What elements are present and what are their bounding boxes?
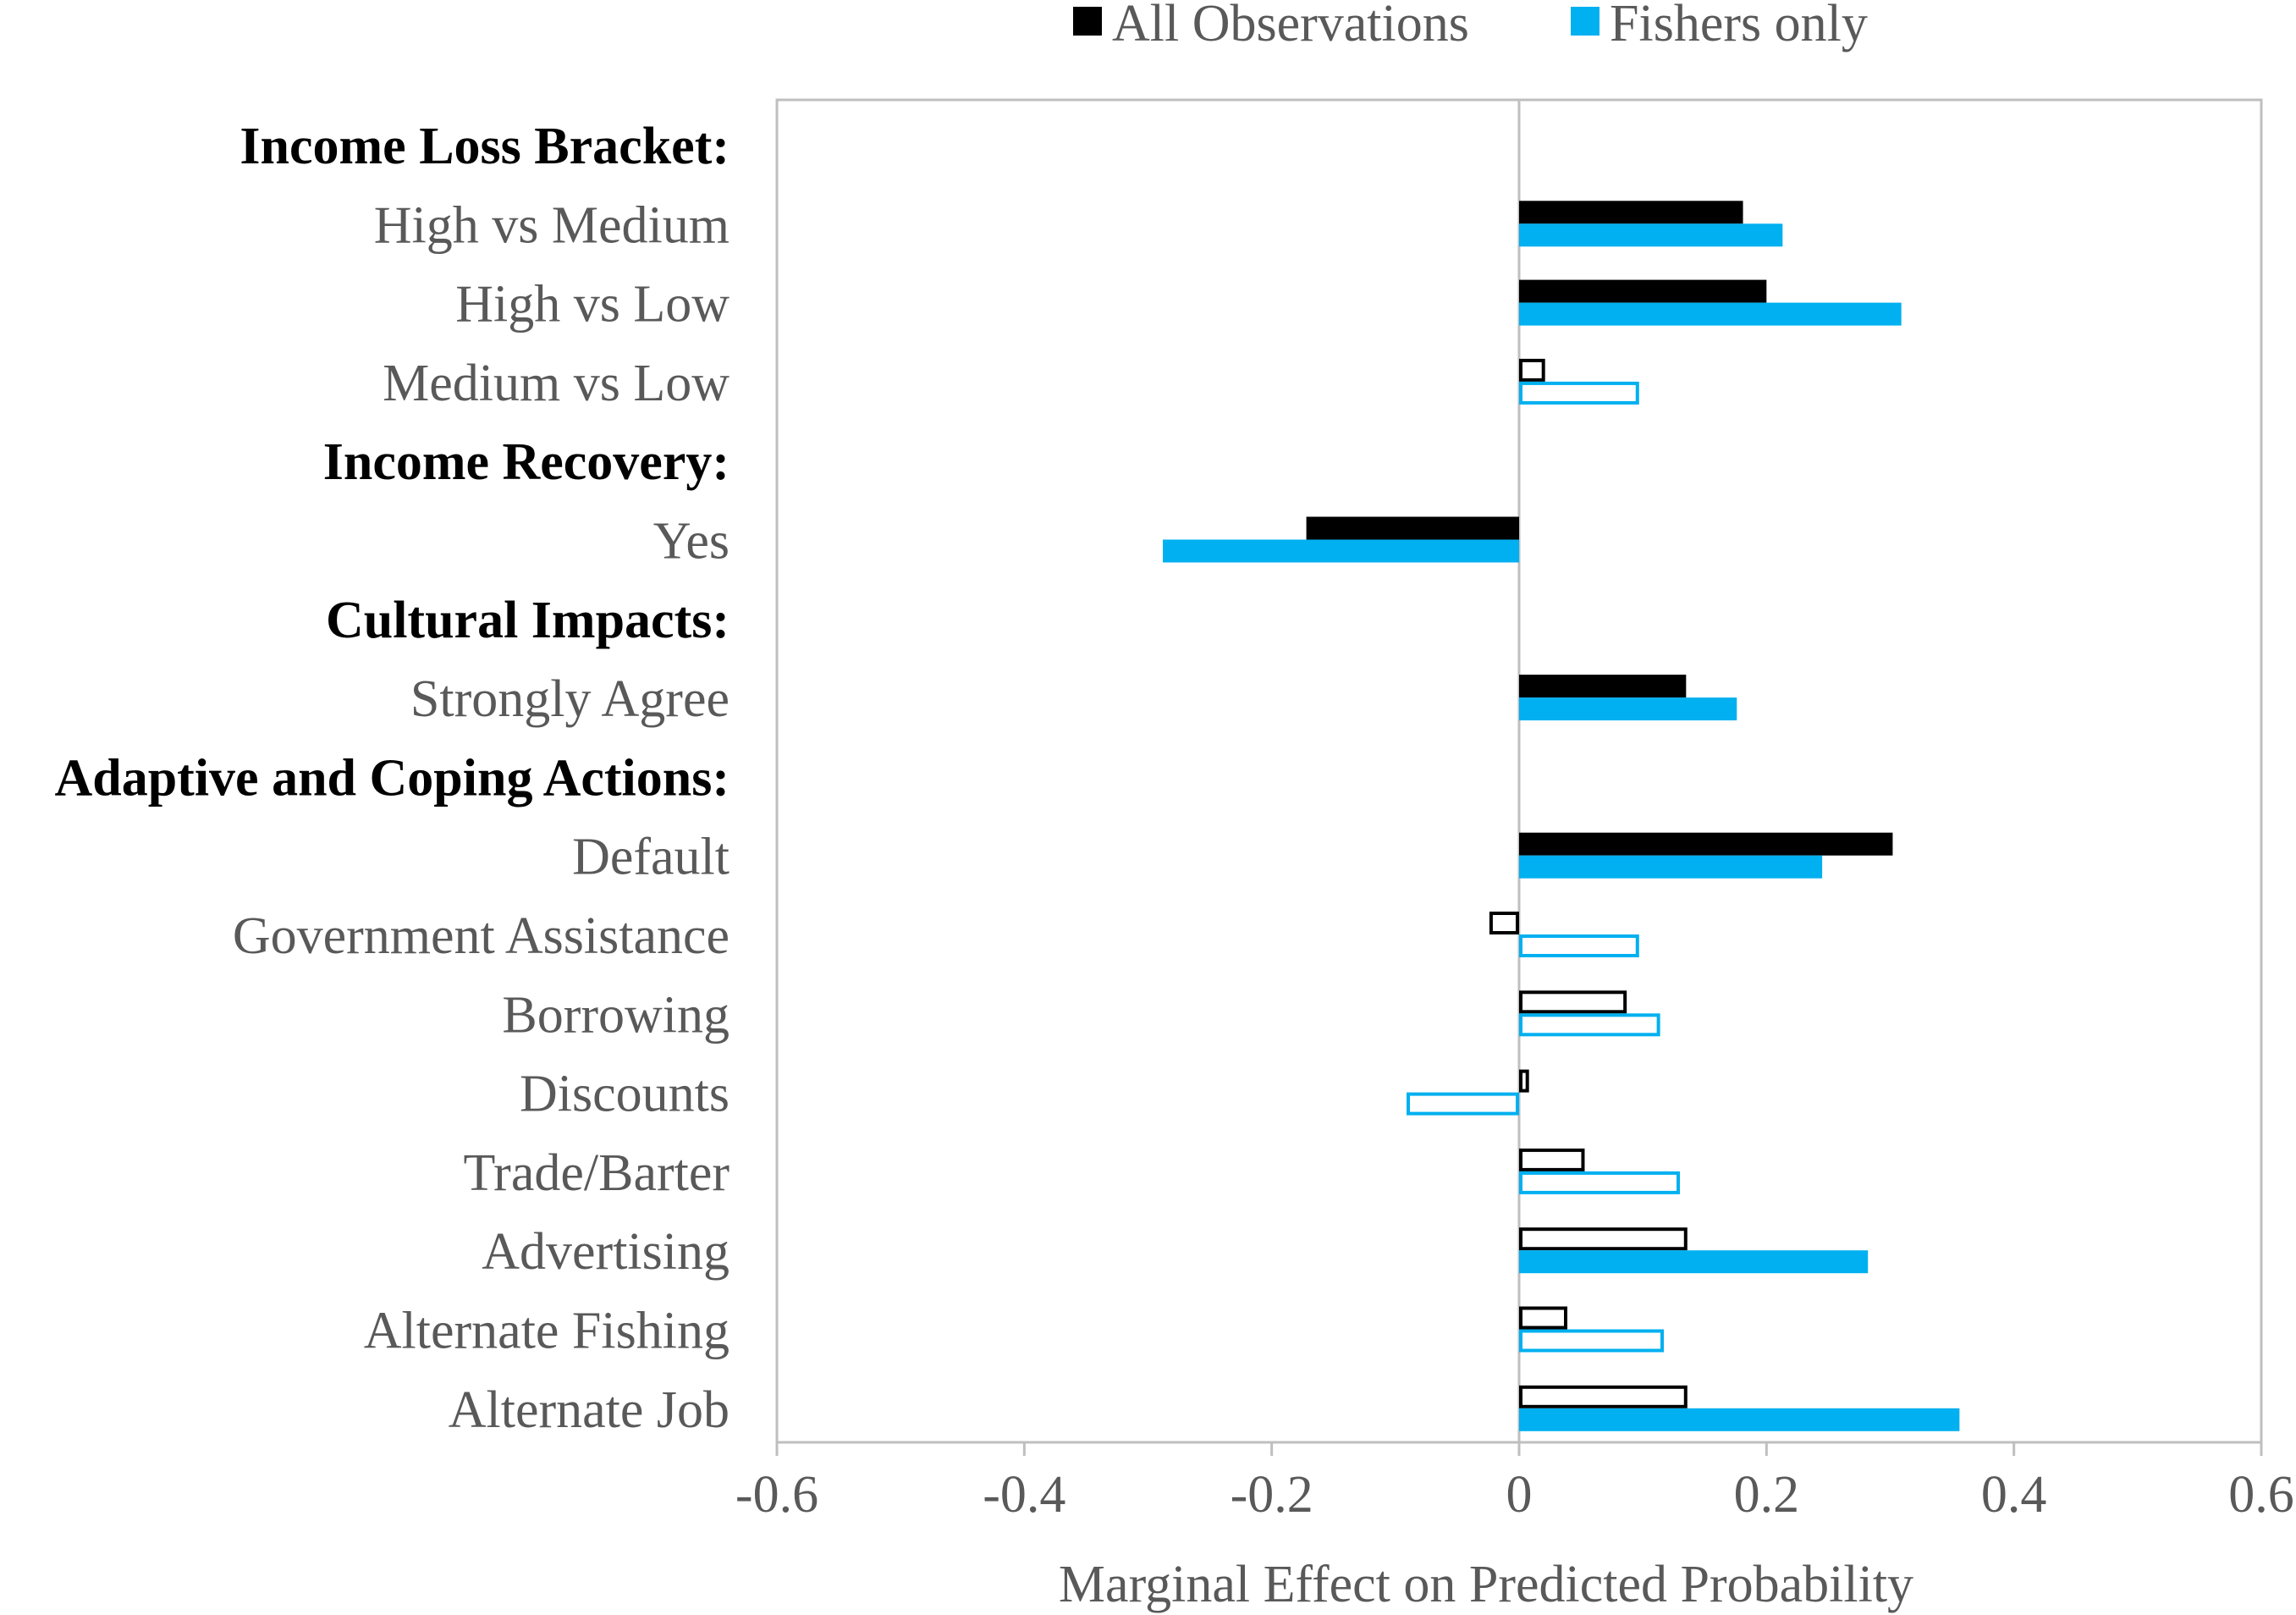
bar-all-high-vs-low bbox=[1519, 279, 1767, 303]
bar-all-borrowing bbox=[1519, 990, 1627, 1014]
category-label-high-vs-medium: High vs Medium bbox=[374, 196, 730, 254]
bar-fishers-high-vs-low bbox=[1519, 302, 1902, 326]
category-label-default: Default bbox=[572, 829, 730, 886]
category-label-alternate-fishing: Alternate Fishing bbox=[364, 1303, 730, 1360]
x-tick-label: -0.2 bbox=[1231, 1466, 1313, 1524]
x-tick-label: 0.4 bbox=[1981, 1466, 2047, 1524]
x-tick-label: 0.6 bbox=[2228, 1466, 2294, 1524]
bar-all-high-vs-medium bbox=[1519, 201, 1743, 224]
x-tick-label: 0.2 bbox=[1734, 1466, 1800, 1524]
category-label-advertising: Advertising bbox=[482, 1223, 730, 1281]
bar-all-alternate-job bbox=[1519, 1385, 1688, 1408]
bar-fishers-advertising bbox=[1519, 1250, 1869, 1274]
bar-fishers-default bbox=[1519, 855, 1823, 879]
category-label-yes: Yes bbox=[653, 513, 730, 570]
group-label-income-recovery: Income Recovery: bbox=[323, 433, 730, 491]
category-label-alternate-job: Alternate Job bbox=[449, 1381, 730, 1439]
bar-all-strongly-agree bbox=[1519, 675, 1687, 698]
bar-fishers-yes bbox=[1163, 539, 1519, 563]
bar-fishers-medium-vs-low bbox=[1519, 381, 1639, 405]
bars-layer bbox=[1163, 201, 1960, 1431]
bar-fishers-alternate-job bbox=[1519, 1408, 1960, 1431]
bar-fishers-discounts bbox=[1406, 1092, 1519, 1116]
x-axis-title: Marginal Effect on Predicted Probability bbox=[1059, 1556, 1913, 1613]
category-label-strongly-agree: Strongly Agree bbox=[410, 670, 730, 728]
bar-all-government-assistance bbox=[1489, 912, 1520, 934]
bar-all-discounts bbox=[1519, 1069, 1529, 1093]
bar-all-medium-vs-low bbox=[1519, 358, 1545, 382]
bar-fishers-strongly-agree bbox=[1519, 697, 1737, 721]
group-label-cultural-impacts: Cultural Impacts: bbox=[326, 592, 730, 649]
group-label-adaptive-and-coping-actions: Adaptive and Coping Actions: bbox=[54, 749, 730, 807]
bar-fishers-borrowing bbox=[1519, 1013, 1660, 1037]
bar-all-yes bbox=[1306, 516, 1519, 540]
legend-label-fishers-only: Fishers only bbox=[1610, 0, 1868, 52]
legend: All Observations Fishers only bbox=[1073, 0, 1868, 52]
category-labels: Income Loss Bracket: High vs Medium High v… bbox=[54, 118, 730, 1439]
legend-label-all-observations: All Observations bbox=[1112, 0, 1469, 52]
x-tick-label: -0.4 bbox=[983, 1466, 1065, 1524]
bar-all-advertising bbox=[1519, 1227, 1688, 1251]
category-label-government-assistance: Government Assistance bbox=[233, 907, 730, 965]
legend-swatch-all-observations bbox=[1073, 7, 1102, 36]
category-label-discounts: Discounts bbox=[520, 1066, 730, 1123]
category-label-trade-barter: Trade/Barter bbox=[463, 1144, 730, 1202]
bar-all-trade-barter bbox=[1519, 1148, 1585, 1171]
x-tick-label: 0 bbox=[1506, 1466, 1533, 1524]
group-label-income-loss-bracket: Income Loss Bracket: bbox=[240, 118, 730, 175]
bar-fishers-trade-barter bbox=[1519, 1171, 1681, 1194]
bar-fishers-high-vs-medium bbox=[1519, 223, 1783, 247]
bar-fishers-alternate-fishing bbox=[1519, 1329, 1665, 1353]
bar-all-default bbox=[1519, 832, 1893, 856]
x-axis-ticks: -0.6 -0.4 -0.2 0 0.2 0.4 0.6 bbox=[735, 1442, 2294, 1524]
category-label-high-vs-low: High vs Low bbox=[455, 276, 730, 333]
bar-fishers-government-assistance bbox=[1519, 934, 1639, 957]
bar-all-alternate-fishing bbox=[1519, 1306, 1568, 1330]
category-label-borrowing: Borrowing bbox=[502, 986, 730, 1044]
legend-swatch-fishers-only bbox=[1571, 7, 1599, 36]
x-tick-label: -0.6 bbox=[735, 1466, 818, 1524]
category-label-medium-vs-low: Medium vs Low bbox=[383, 355, 730, 412]
